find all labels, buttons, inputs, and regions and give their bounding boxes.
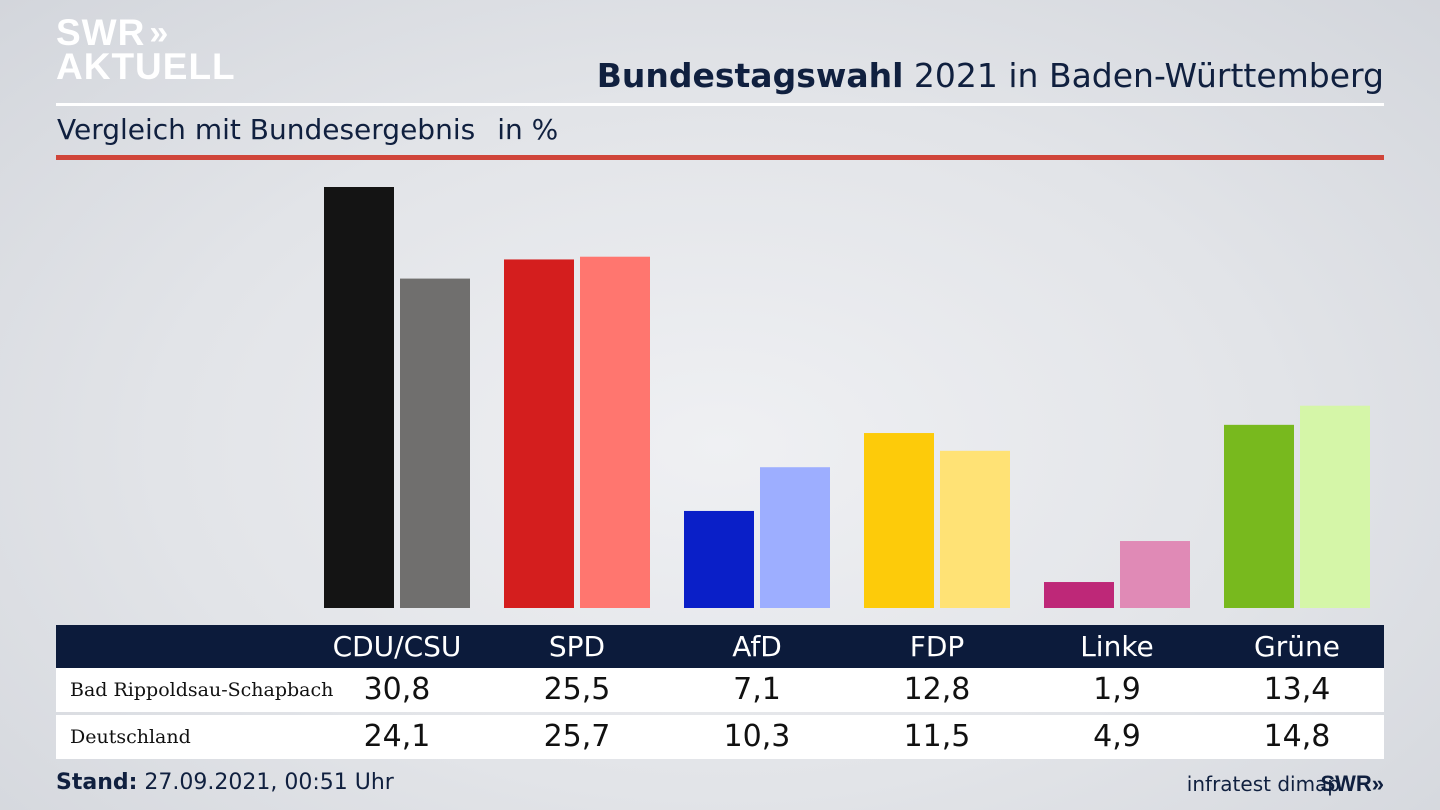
timestamp-label: Stand: <box>56 770 138 795</box>
value-gr-ne-national: 14,8 <box>1263 719 1331 754</box>
value-afd-local: 7,1 <box>733 672 781 707</box>
subtitle-text: Vergleich mit Bundesergebnis <box>57 113 476 146</box>
bar-fdp-national <box>940 450 1010 608</box>
bar-gr-ne-local <box>1224 424 1294 608</box>
column-header-cdu-csu: CDU/CSU <box>332 630 462 663</box>
swr-aktuell-logo: SWR» AKTUELL <box>56 12 236 87</box>
logo-chevron-icon: » <box>149 14 168 52</box>
value-afd-national: 10,3 <box>723 719 791 754</box>
column-header-spd: SPD <box>548 630 606 663</box>
bar-spd-national <box>580 256 650 608</box>
bar-linke-local <box>1044 582 1114 608</box>
bar-spd-local <box>504 259 574 608</box>
timestamp: Stand: 27.09.2021, 00:51 Uhr <box>56 770 394 795</box>
value-cdu-csu-local: 30,8 <box>363 672 431 707</box>
subtitle-unit: in % <box>497 113 559 146</box>
page-title-rest: 2021 in Baden-Württemberg <box>903 56 1384 95</box>
value-cdu-csu-national: 24,1 <box>363 719 431 754</box>
column-header-linke: Linke <box>1080 630 1154 663</box>
header-divider <box>56 103 1384 106</box>
table-header: CDU/CSU SPD AfD FDP Linke Grüne <box>56 625 1384 668</box>
row-label-national: Deutschland <box>70 726 191 748</box>
bar-linke-national <box>1120 541 1190 608</box>
bar-fdp-local <box>864 433 934 608</box>
timestamp-value: 27.09.2021, 00:51 Uhr <box>137 770 394 795</box>
page-title: Bundestagswahl 2021 in Baden-Württemberg <box>597 56 1384 95</box>
chart-subtitle: Vergleich mit Bundesergebnis in % <box>57 113 558 146</box>
value-spd-national: 25,7 <box>543 719 611 754</box>
table-row-local: Bad Rippoldsau-Schapbach 30,8 25,5 7,1 12,8… <box>56 668 1384 712</box>
page-title-bold: Bundestagswahl <box>596 56 904 95</box>
value-linke-national: 4,9 <box>1093 719 1141 754</box>
source-credit: infratest dimap <box>1186 772 1340 796</box>
column-header-fdp: FDP <box>909 630 965 663</box>
bar-chart <box>324 187 1370 608</box>
logo-swr-text: SWR <box>56 12 146 53</box>
bar-afd-national <box>760 467 830 608</box>
value-linke-local: 1,9 <box>1093 672 1141 707</box>
row-label-local: Bad Rippoldsau-Schapbach <box>70 679 334 701</box>
subtitle-divider <box>56 155 1384 160</box>
bar-cdu-csu-local <box>324 187 394 608</box>
bar-afd-local <box>684 510 754 608</box>
table-row-national: Deutschland 24,1 25,7 10,3 11,5 4,9 14,8 <box>56 715 1384 759</box>
bar-gr-ne-national <box>1300 405 1370 608</box>
results-table: CDU/CSU SPD AfD FDP Linke Grüne Bad Rippoldsa… <box>56 625 1384 759</box>
logo-aktuell-text: AKTUELL <box>56 46 236 87</box>
value-gr-ne-local: 13,4 <box>1263 672 1331 707</box>
swr-footer-logo: SWR» <box>1320 771 1384 796</box>
column-header-afd: AfD <box>732 630 782 663</box>
column-header-gr-ne: Grüne <box>1254 630 1340 663</box>
value-fdp-national: 11,5 <box>903 719 971 754</box>
value-fdp-local: 12,8 <box>903 672 971 707</box>
value-spd-local: 25,5 <box>543 672 611 707</box>
bar-cdu-csu-national <box>400 278 470 608</box>
